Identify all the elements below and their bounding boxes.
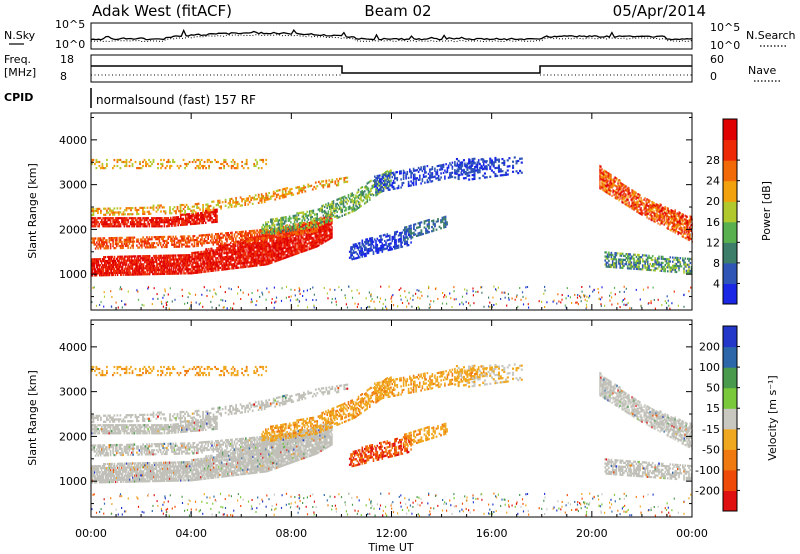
colorbar-segment (723, 139, 737, 161)
velocity-cbar-tick: 50 (706, 382, 720, 395)
nsky-label: N.Sky (4, 29, 36, 42)
freq-strip: Freq. [MHz] Nave 18 8 60 0 (4, 53, 780, 83)
time-tick-label: 00:00 (676, 527, 708, 540)
nave-label: Nave (748, 64, 776, 77)
cpid-label: CPID (4, 91, 33, 104)
power-cbar-tick: 12 (706, 236, 720, 249)
velocity-cbar-tick: 15 (706, 402, 720, 415)
noise-right-hi: 10^5 (710, 21, 740, 34)
velocity-cbar-tick: -200 (695, 484, 720, 497)
date-label: 05/Apr/2014 (613, 2, 706, 20)
ytick-label: 1000 (59, 475, 87, 488)
colorbar-segment (723, 367, 737, 389)
colorbar-segment (723, 326, 737, 348)
ytick-label: 3000 (59, 386, 87, 399)
velocity-cbar-tick: -50 (702, 443, 720, 456)
colorbar-segment (723, 180, 737, 202)
power-ylabel: Slant Range [km] (26, 163, 39, 259)
velocity-cbar-tick: 100 (699, 361, 720, 374)
power-yaxis: 1000 2000 3000 4000 (59, 116, 692, 298)
program-label: normalsound (fast) 157 RF (96, 93, 256, 107)
power-cbar-tick: 28 (706, 154, 720, 167)
nave-tick-lo: 0 (710, 70, 717, 83)
velocity-cbar-label: Velocity [m s⁻¹] (766, 375, 779, 460)
time-axis-label: Time UT (367, 541, 413, 554)
nsearch-label: N.Search (746, 29, 796, 42)
freq-frame (90, 54, 693, 83)
ytick-label: 3000 (59, 179, 87, 192)
velocity-cbar-tick: 200 (699, 341, 720, 354)
velocity-cbar-tick: -100 (695, 464, 720, 477)
colorbar-segment (723, 221, 737, 243)
freq-label: Freq. (4, 53, 31, 66)
freq-trace (91, 65, 692, 74)
ytick-label: 1000 (59, 268, 87, 281)
colorbar-segment (723, 346, 737, 368)
ytick-label: 4000 (59, 134, 87, 147)
time-tick-label: 04:00 (175, 527, 207, 540)
power-colorbar: 4 8 12 16 20 24 28 (706, 118, 740, 305)
colorbar-segment (723, 160, 737, 182)
power-panel: 1000 2000 3000 4000 Slant Range [km] 4 8 12 16… (26, 112, 773, 311)
time-axis: 00:00 04:00 08:00 12:00 16:00 20:00 00:00 (75, 113, 708, 540)
power-cbar-label: Power [dB] (760, 181, 773, 241)
colorbar-segment (723, 242, 737, 264)
velocity-ylabel: Slant Range [km] (26, 370, 39, 466)
velocity-cbar-tick: -15 (702, 423, 720, 436)
power-cbar-tick: 20 (706, 195, 720, 208)
noise-left-hi: 10^5 (55, 18, 85, 31)
velocity-yaxis: 1000 2000 3000 4000 (59, 323, 692, 505)
ytick-label: 2000 (59, 223, 87, 236)
power-cbar-tick: 16 (706, 216, 720, 229)
power-cbar-tick: 4 (713, 277, 720, 290)
colorbar-segment (723, 490, 737, 512)
colorbar-segment (723, 283, 737, 305)
freq-unit: [MHz] (4, 66, 36, 79)
nsky-trace (90, 28, 693, 41)
time-tick-label: 16:00 (476, 527, 508, 540)
power-cbar-tick: 24 (706, 175, 720, 188)
power-scatter (91, 156, 693, 310)
ytick-label: 4000 (59, 341, 87, 354)
velocity-colorbar: 200 100 50 15 -15 -50 -100 -200 (695, 325, 740, 512)
colorbar-segment (723, 119, 737, 141)
noise-right-lo: 10^0 (710, 39, 740, 52)
time-tick-label: 08:00 (275, 527, 307, 540)
colorbar-segment (723, 428, 737, 450)
velocity-panel: 1000 2000 3000 4000 Slant Range [km] 200 100… (26, 319, 779, 518)
noise-left-lo: 10^0 (55, 38, 85, 51)
time-tick-label: 00:00 (75, 527, 107, 540)
colorbar-segment (723, 387, 737, 409)
freq-tick-lo: 8 (60, 70, 67, 83)
colorbar-segment (723, 449, 737, 471)
station-title: Adak West (fitACF) (92, 2, 232, 20)
nsearch-trace (90, 34, 693, 43)
velocity-scatter (91, 363, 693, 517)
power-cbar-tick: 8 (713, 257, 720, 270)
ytick-label: 2000 (59, 430, 87, 443)
colorbar-segment (723, 201, 737, 223)
noise-frame (90, 22, 693, 50)
colorbar-segment (723, 262, 737, 284)
noise-strip: N.Sky N.Search 10^5 10^0 10^5 10^0 (4, 18, 796, 52)
beam-label: Beam 02 (364, 2, 431, 20)
time-tick-label: 12:00 (376, 527, 408, 540)
colorbar-segment (723, 469, 737, 491)
time-tick-label: 20:00 (576, 527, 608, 540)
colorbar-segment (723, 408, 737, 430)
nave-tick-hi: 60 (710, 53, 724, 66)
freq-tick-hi: 18 (60, 53, 74, 66)
